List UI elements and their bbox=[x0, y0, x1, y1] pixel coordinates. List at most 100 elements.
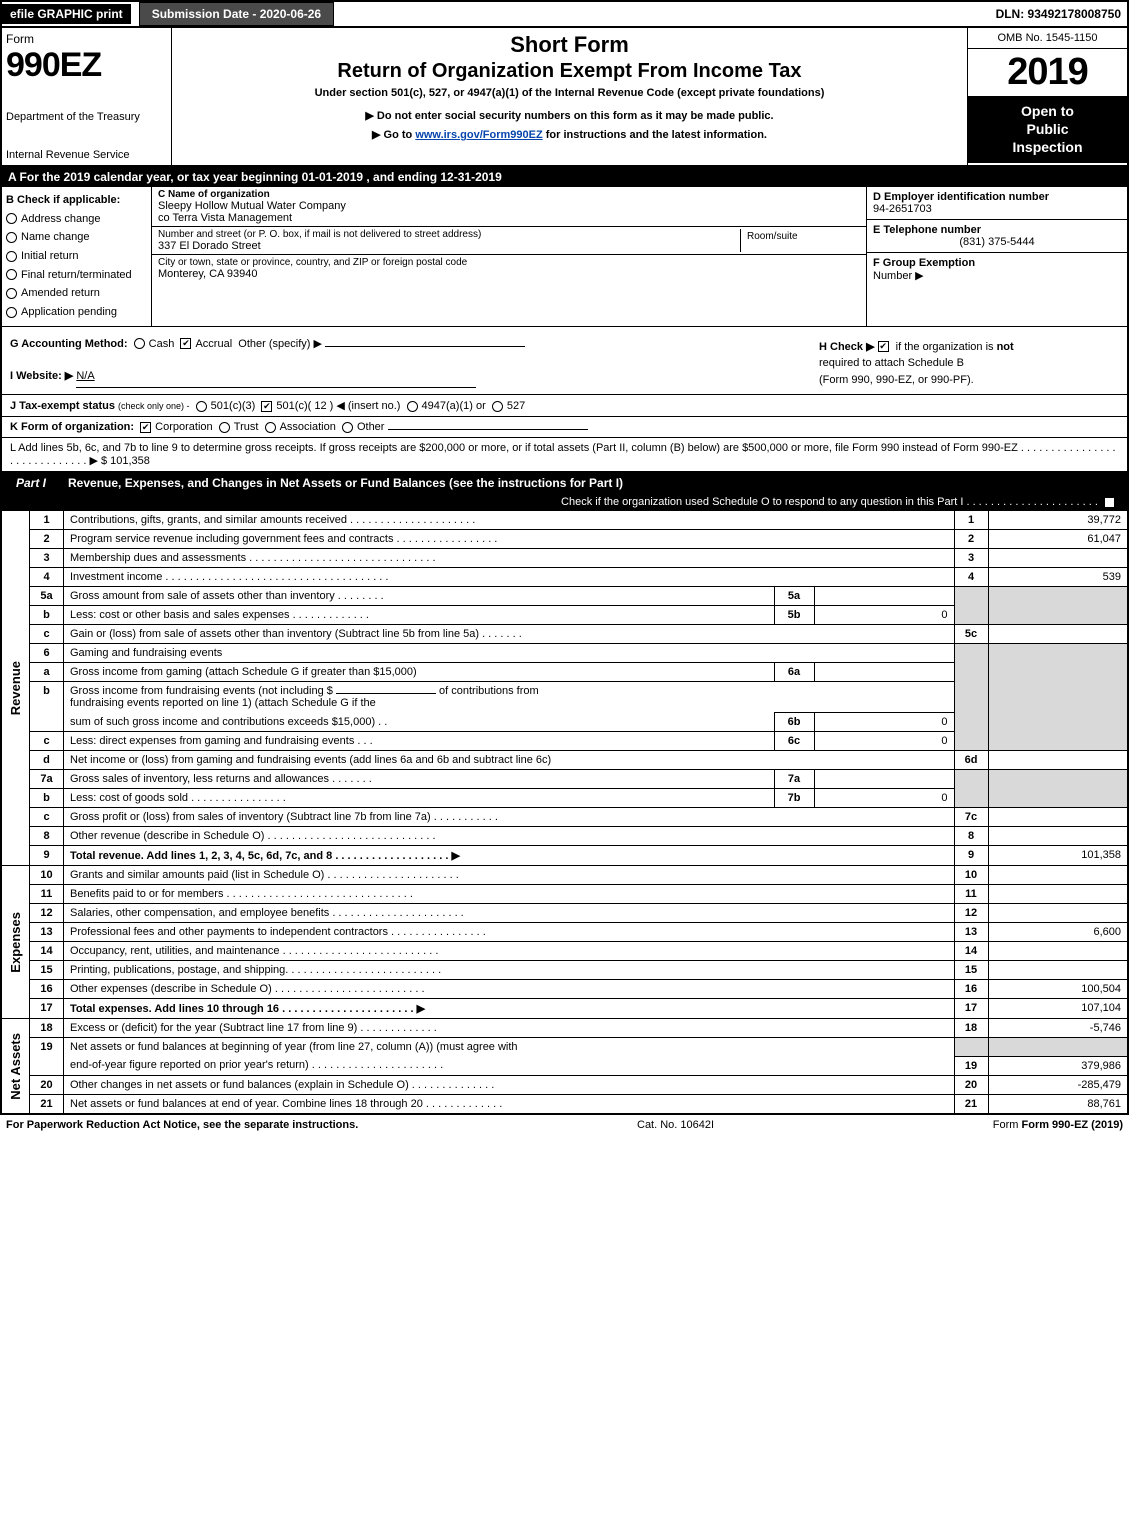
form-number: 990EZ bbox=[6, 46, 167, 85]
l19-cn: 19 bbox=[954, 1056, 988, 1075]
l6d-desc: Net income or (loss) from gaming and fun… bbox=[64, 751, 955, 770]
line-16: 16 Other expenses (describe in Schedule … bbox=[1, 980, 1128, 999]
line-3: 3 Membership dues and assessments . . . … bbox=[1, 549, 1128, 568]
accrual-label: Accrual bbox=[195, 338, 232, 350]
l5ab-shade bbox=[954, 587, 988, 625]
l10-desc: Grants and similar amounts paid (list in… bbox=[64, 866, 955, 885]
b-label: B Check if applicable: bbox=[6, 191, 147, 210]
other-label: Other (specify) ▶ bbox=[238, 338, 322, 350]
k-other-line[interactable] bbox=[388, 429, 588, 430]
l19-num: 19 bbox=[30, 1038, 64, 1076]
street-label: Number and street (or P. O. box, if mail… bbox=[158, 229, 740, 240]
l9-val: 101,358 bbox=[988, 846, 1128, 866]
l6b-blank[interactable] bbox=[336, 693, 436, 694]
l7a-desc: Gross sales of inventory, less returns a… bbox=[64, 770, 775, 789]
cash-radio[interactable] bbox=[134, 338, 145, 349]
part1-table: Revenue 1 Contributions, gifts, grants, … bbox=[0, 510, 1129, 1115]
l2-val: 61,047 bbox=[988, 530, 1128, 549]
l6d-cn: 6d bbox=[954, 751, 988, 770]
j-501c3-radio[interactable] bbox=[196, 401, 207, 412]
l21-desc: Net assets or fund balances at end of ye… bbox=[64, 1094, 955, 1114]
l21-cn: 21 bbox=[954, 1094, 988, 1114]
co-line: co Terra Vista Management bbox=[158, 212, 860, 224]
line-7a: 7a Gross sales of inventory, less return… bbox=[1, 770, 1128, 789]
goto-link[interactable]: www.irs.gov/Form990EZ bbox=[415, 129, 542, 141]
l6b-sn: 6b bbox=[774, 713, 814, 732]
l6-num: 6 bbox=[30, 644, 64, 663]
l12-desc: Salaries, other compensation, and employ… bbox=[64, 904, 955, 923]
l16-num: 16 bbox=[30, 980, 64, 999]
l13-num: 13 bbox=[30, 923, 64, 942]
short-form-title: Short Form bbox=[176, 32, 963, 58]
l17-num: 17 bbox=[30, 999, 64, 1019]
l11-desc: Benefits paid to or for members . . . . … bbox=[64, 885, 955, 904]
address-change: Address change bbox=[21, 213, 101, 225]
j-527-radio[interactable] bbox=[492, 401, 503, 412]
group-number-label: Number ▶ bbox=[873, 270, 924, 282]
application-pending-radio[interactable] bbox=[6, 307, 17, 318]
open-line1: Open to bbox=[1021, 103, 1074, 119]
line-7c: c Gross profit or (loss) from sales of i… bbox=[1, 808, 1128, 827]
j-4947-radio[interactable] bbox=[407, 401, 418, 412]
l4-num: 4 bbox=[30, 568, 64, 587]
l6c-sn: 6c bbox=[774, 732, 814, 751]
line-6d: d Net income or (loss) from gaming and f… bbox=[1, 751, 1128, 770]
l3-num: 3 bbox=[30, 549, 64, 568]
l7b-sv: 0 bbox=[814, 789, 954, 808]
revenue-side-label: Revenue bbox=[8, 661, 23, 715]
l19-shade-val bbox=[988, 1038, 1128, 1057]
group-label: F Group Exemption bbox=[873, 257, 975, 269]
street-value: 337 El Dorado Street bbox=[158, 240, 740, 252]
l10-cn: 10 bbox=[954, 866, 988, 885]
l2-desc: Program service revenue including govern… bbox=[64, 530, 955, 549]
accrual-check[interactable] bbox=[180, 338, 191, 349]
l7c-desc: Gross profit or (loss) from sales of inv… bbox=[64, 808, 955, 827]
k-corp-check[interactable] bbox=[140, 422, 151, 433]
l7b-sn: 7b bbox=[774, 789, 814, 808]
submission-date-button[interactable]: Submission Date - 2020-06-26 bbox=[139, 2, 334, 26]
section-d-e-f: D Employer identification number 94-2651… bbox=[867, 187, 1127, 326]
h-checkbox[interactable] bbox=[878, 341, 889, 352]
k-other-radio[interactable] bbox=[342, 422, 353, 433]
tax-period-row: A For the 2019 calendar year, or tax yea… bbox=[0, 167, 1129, 187]
part1-schedule-o-check[interactable] bbox=[1104, 497, 1115, 508]
initial-return-radio[interactable] bbox=[6, 251, 17, 262]
k-trust-radio[interactable] bbox=[219, 422, 230, 433]
l16-desc: Other expenses (describe in Schedule O) … bbox=[64, 980, 955, 999]
l7ab-shade bbox=[954, 770, 988, 808]
line-14: 14 Occupancy, rent, utilities, and maint… bbox=[1, 942, 1128, 961]
l13-cn: 13 bbox=[954, 923, 988, 942]
l13-val: 6,600 bbox=[988, 923, 1128, 942]
h-label: H Check ▶ bbox=[819, 341, 875, 353]
address-change-radio[interactable] bbox=[6, 213, 17, 224]
line-18: Net Assets 18 Excess or (deficit) for th… bbox=[1, 1019, 1128, 1038]
line-4: 4 Investment income . . . . . . . . . . … bbox=[1, 568, 1128, 587]
line-15: 15 Printing, publications, postage, and … bbox=[1, 961, 1128, 980]
section-l: L Add lines 5b, 6c, and 7b to line 9 to … bbox=[0, 438, 1129, 472]
dept-treasury: Department of the Treasury bbox=[6, 111, 167, 123]
other-specify-line[interactable] bbox=[325, 346, 525, 347]
line-20: 20 Other changes in net assets or fund b… bbox=[1, 1075, 1128, 1094]
k-trust: Trust bbox=[234, 421, 259, 433]
k-assoc-radio[interactable] bbox=[265, 422, 276, 433]
j-501c-check[interactable] bbox=[261, 401, 272, 412]
l20-cn: 20 bbox=[954, 1075, 988, 1094]
l7c-cn: 7c bbox=[954, 808, 988, 827]
sections-g-h-i: G Accounting Method: Cash Accrual Other … bbox=[0, 327, 1129, 396]
efile-graphic-print[interactable]: efile GRAPHIC print bbox=[2, 4, 131, 24]
open-to-public: Open to Public Inspection bbox=[968, 96, 1127, 163]
name-change-radio[interactable] bbox=[6, 232, 17, 243]
l9-cn: 9 bbox=[954, 846, 988, 866]
l4-val: 539 bbox=[988, 568, 1128, 587]
l2-cn: 2 bbox=[954, 530, 988, 549]
paperwork-notice: For Paperwork Reduction Act Notice, see … bbox=[6, 1119, 358, 1131]
l6b-num: b bbox=[30, 682, 64, 732]
form-ref: Form Form 990-EZ (2019) bbox=[993, 1119, 1123, 1131]
l8-cn: 8 bbox=[954, 827, 988, 846]
final-return-radio[interactable] bbox=[6, 269, 17, 280]
amended-return-radio[interactable] bbox=[6, 288, 17, 299]
under-section: Under section 501(c), 527, or 4947(a)(1)… bbox=[176, 87, 963, 99]
l5c-num: c bbox=[30, 625, 64, 644]
l11-cn: 11 bbox=[954, 885, 988, 904]
j-o1: 501(c)(3) bbox=[211, 400, 256, 412]
